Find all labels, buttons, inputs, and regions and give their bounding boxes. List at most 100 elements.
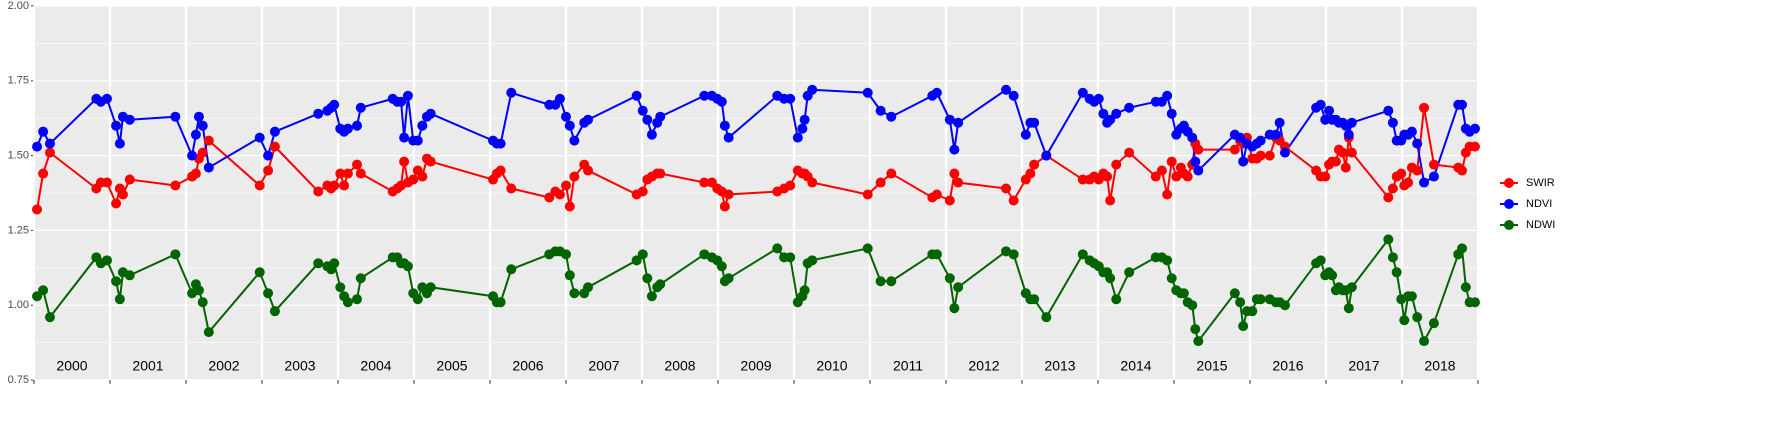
data-point bbox=[799, 285, 810, 296]
data-point bbox=[44, 138, 55, 149]
data-point bbox=[1469, 123, 1480, 134]
data-point bbox=[1008, 249, 1019, 260]
data-point bbox=[583, 114, 594, 125]
data-point bbox=[931, 249, 942, 260]
data-point bbox=[1001, 84, 1012, 95]
data-point bbox=[723, 273, 734, 284]
data-point bbox=[953, 282, 964, 293]
data-point bbox=[114, 294, 125, 305]
data-point bbox=[32, 204, 43, 215]
data-point bbox=[313, 186, 324, 197]
data-point bbox=[1098, 108, 1109, 119]
data-point bbox=[269, 126, 280, 137]
data-point bbox=[1419, 177, 1430, 188]
data-point bbox=[396, 96, 407, 107]
data-point bbox=[101, 255, 112, 266]
data-point bbox=[1166, 156, 1177, 167]
data-point bbox=[792, 132, 803, 143]
legend-label: NDVI bbox=[1526, 198, 1552, 210]
data-point bbox=[1025, 168, 1036, 179]
data-point bbox=[699, 249, 710, 260]
data-point bbox=[352, 159, 362, 170]
data-point bbox=[193, 111, 204, 122]
data-point bbox=[646, 129, 657, 140]
data-point bbox=[408, 174, 419, 185]
data-point bbox=[1346, 147, 1357, 158]
data-point bbox=[114, 138, 125, 149]
data-point bbox=[352, 120, 362, 131]
data-point bbox=[1105, 195, 1116, 206]
data-point bbox=[425, 156, 436, 167]
data-point bbox=[44, 147, 55, 158]
data-point bbox=[944, 195, 955, 206]
data-point bbox=[355, 273, 366, 284]
year-label: 2017 bbox=[1348, 358, 1379, 374]
data-point bbox=[117, 189, 128, 200]
data-point bbox=[699, 90, 710, 101]
data-point bbox=[1412, 312, 1423, 323]
data-point bbox=[1166, 108, 1177, 119]
data-point bbox=[561, 249, 571, 260]
data-point bbox=[1469, 297, 1480, 308]
data-point bbox=[1029, 159, 1040, 170]
data-point bbox=[569, 171, 580, 182]
data-point bbox=[1255, 294, 1266, 305]
data-point bbox=[1419, 336, 1430, 347]
data-point bbox=[1156, 165, 1167, 176]
data-point bbox=[1235, 297, 1246, 308]
data-point bbox=[1412, 165, 1423, 176]
data-point bbox=[254, 267, 265, 278]
data-point bbox=[1327, 270, 1338, 281]
data-point bbox=[1124, 102, 1135, 113]
data-point bbox=[203, 327, 214, 338]
data-point bbox=[1383, 234, 1394, 245]
data-point bbox=[569, 288, 580, 299]
data-point bbox=[931, 189, 942, 200]
data-point bbox=[1077, 174, 1088, 185]
data-point bbox=[1124, 147, 1135, 158]
data-point bbox=[931, 87, 942, 98]
data-point bbox=[1255, 135, 1266, 146]
data-point bbox=[862, 243, 873, 254]
data-point bbox=[313, 108, 324, 119]
data-point bbox=[723, 189, 734, 200]
data-point bbox=[1337, 147, 1348, 158]
legend-key bbox=[1504, 220, 1514, 230]
data-point bbox=[1387, 252, 1398, 263]
data-point bbox=[352, 294, 362, 305]
data-point bbox=[38, 285, 49, 296]
data-point bbox=[655, 279, 666, 290]
data-point bbox=[1419, 102, 1430, 113]
data-point bbox=[1111, 294, 1122, 305]
data-point bbox=[561, 180, 571, 191]
data-point bbox=[554, 93, 565, 104]
data-point bbox=[1387, 183, 1398, 194]
data-point bbox=[342, 297, 353, 308]
year-label: 2012 bbox=[968, 358, 999, 374]
data-point bbox=[1391, 267, 1402, 278]
data-point bbox=[1469, 141, 1480, 152]
data-point bbox=[263, 165, 274, 176]
data-point bbox=[495, 165, 506, 176]
data-point bbox=[1340, 162, 1351, 173]
data-point bbox=[723, 132, 734, 143]
data-point bbox=[1264, 150, 1275, 161]
year-label: 2000 bbox=[56, 358, 87, 374]
data-point bbox=[1428, 159, 1439, 170]
data-point bbox=[949, 303, 960, 314]
year-label: 2016 bbox=[1272, 358, 1303, 374]
data-point bbox=[1001, 246, 1012, 257]
legend-key bbox=[1504, 178, 1514, 188]
data-point bbox=[1020, 129, 1031, 140]
year-label: 2002 bbox=[208, 358, 239, 374]
data-point bbox=[399, 132, 410, 143]
data-point bbox=[187, 150, 198, 161]
y-tick-label: 1.75 bbox=[8, 75, 29, 87]
data-point bbox=[1041, 150, 1052, 161]
data-point bbox=[564, 270, 575, 281]
data-point bbox=[1008, 90, 1019, 101]
data-point bbox=[1193, 336, 1204, 347]
y-tick-label: 2.00 bbox=[8, 0, 29, 12]
data-point bbox=[193, 285, 204, 296]
data-point bbox=[355, 102, 366, 113]
